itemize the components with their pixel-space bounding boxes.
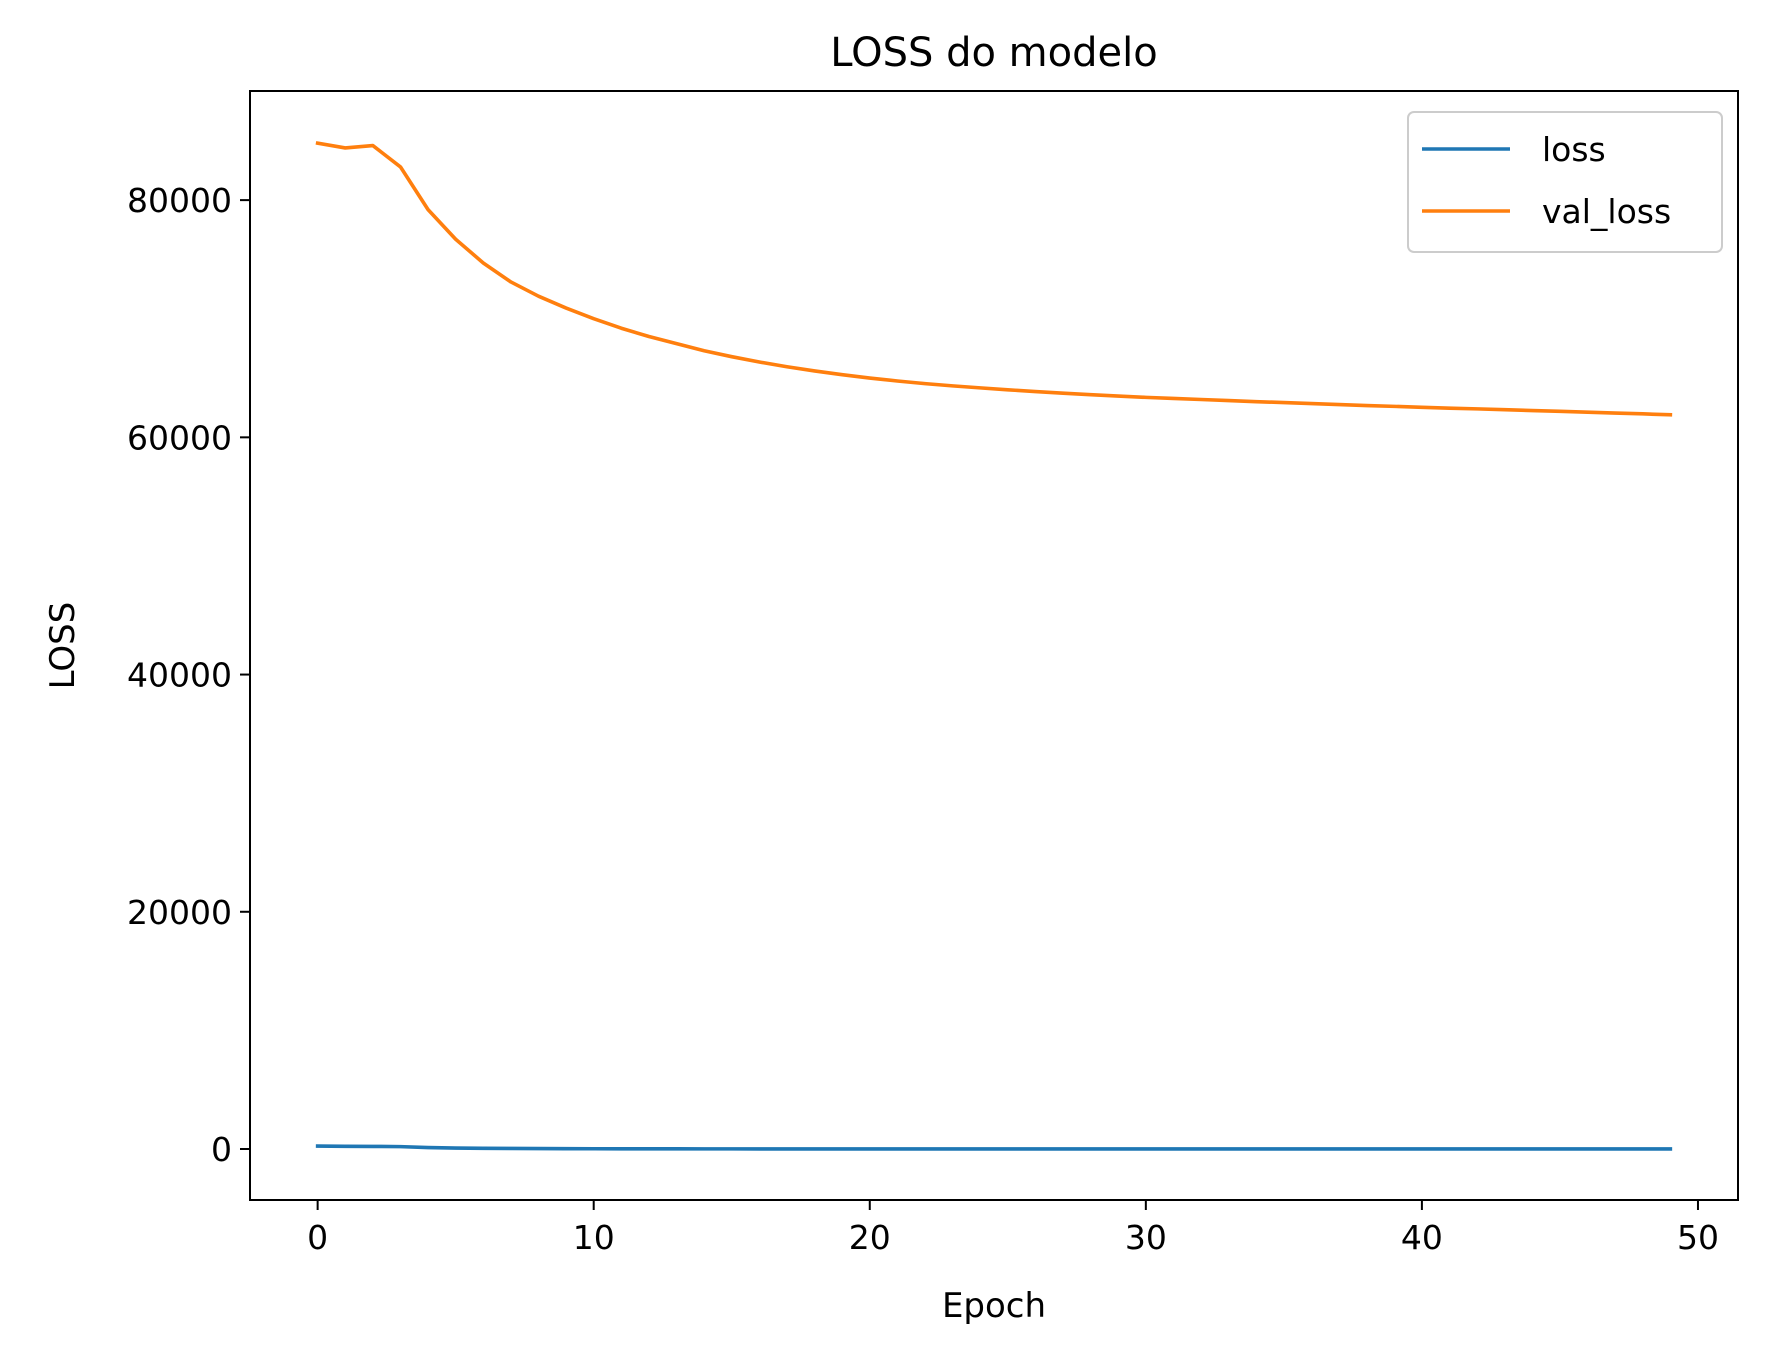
x-tick-label: 10 (573, 1218, 615, 1257)
x-tick-label: 30 (1125, 1218, 1167, 1257)
y-axis: 0 20000 40000 60000 80000 (127, 181, 250, 1169)
x-tick-label: 40 (1401, 1218, 1443, 1257)
x-tick-label: 50 (1677, 1218, 1719, 1257)
y-tick-label: 80000 (127, 181, 232, 220)
y-axis-label: LOSS (43, 602, 83, 690)
y-tick-label: 0 (211, 1130, 232, 1169)
legend: loss val_loss (1407, 111, 1723, 253)
x-axis: 0 10 20 30 40 50 (307, 1200, 1719, 1257)
x-tick-label: 20 (849, 1218, 891, 1257)
legend-box (1407, 111, 1723, 253)
plot-area (249, 90, 1739, 1201)
y-tick-label: 60000 (127, 418, 232, 457)
series-line-val-loss (315, 141, 1673, 417)
chart-title: LOSS do modelo (830, 30, 1157, 76)
x-axis-label: Epoch (942, 1286, 1046, 1326)
y-tick-label: 40000 (127, 656, 232, 695)
axes-frame (249, 90, 1739, 1201)
legend-label-loss: loss (1542, 130, 1606, 169)
y-tick-label: 20000 (127, 893, 232, 932)
x-tick-label: 0 (307, 1218, 328, 1257)
series-line-loss (315, 1144, 1673, 1151)
legend-label-val-loss: val_loss (1542, 192, 1671, 231)
